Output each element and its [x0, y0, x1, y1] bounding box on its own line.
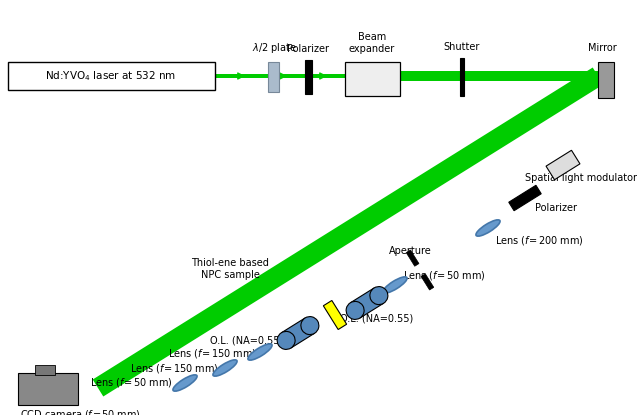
Ellipse shape: [173, 375, 197, 391]
Text: Polarizer: Polarizer: [535, 203, 577, 213]
Bar: [460, 58, 464, 96]
Bar: [400, 71, 598, 81]
Text: Polarizer: Polarizer: [287, 44, 329, 54]
Polygon shape: [598, 62, 614, 98]
Bar: [345, 62, 400, 96]
Bar: [279, 74, 305, 78]
Ellipse shape: [301, 317, 319, 334]
Text: Thiol-ene based
NPC sample: Thiol-ene based NPC sample: [191, 259, 269, 280]
Polygon shape: [546, 150, 580, 180]
Text: O.L. (NA=0.55): O.L. (NA=0.55): [210, 335, 283, 345]
Bar: [305, 60, 312, 94]
Bar: [268, 62, 279, 92]
Bar: [215, 74, 268, 78]
Polygon shape: [93, 68, 603, 396]
Text: Nd:YVO$_4$ laser at 532 nm: Nd:YVO$_4$ laser at 532 nm: [45, 69, 176, 83]
Text: Lens ($f$ = 50 mm): Lens ($f$ = 50 mm): [403, 269, 485, 281]
Polygon shape: [18, 373, 78, 405]
Bar: [8, 62, 215, 90]
Text: Lens ($f$ = 150 mm): Lens ($f$ = 150 mm): [130, 361, 218, 374]
Text: O.L. (NA=0.55): O.L. (NA=0.55): [340, 313, 413, 323]
Ellipse shape: [476, 220, 500, 236]
Bar: [35, 365, 55, 375]
Text: Beam
expander: Beam expander: [349, 32, 395, 54]
Polygon shape: [406, 250, 419, 266]
Text: Lens ($f$ = 150 mm): Lens ($f$ = 150 mm): [168, 347, 257, 359]
Polygon shape: [421, 274, 434, 290]
Text: Spatial light modulator: Spatial light modulator: [525, 173, 637, 183]
Text: Aperture: Aperture: [389, 246, 431, 256]
Text: Lens ($f$ = 50 mm): Lens ($f$ = 50 mm): [90, 376, 173, 388]
Ellipse shape: [277, 332, 295, 349]
Text: $\lambda$/2 plate: $\lambda$/2 plate: [252, 41, 296, 55]
Polygon shape: [509, 185, 541, 211]
Text: CCD camera ($f$ = 50 mm): CCD camera ($f$ = 50 mm): [20, 408, 141, 415]
Ellipse shape: [213, 360, 237, 376]
Text: Shutter: Shutter: [444, 42, 480, 52]
Text: Mirror: Mirror: [587, 43, 617, 53]
Ellipse shape: [370, 287, 388, 305]
Ellipse shape: [346, 301, 364, 320]
Ellipse shape: [248, 344, 272, 360]
Polygon shape: [324, 300, 347, 330]
Polygon shape: [350, 288, 383, 318]
Polygon shape: [282, 318, 315, 348]
Text: Lens ($f$ = 200 mm): Lens ($f$ = 200 mm): [495, 234, 583, 247]
Bar: [312, 74, 345, 78]
Ellipse shape: [383, 277, 407, 293]
